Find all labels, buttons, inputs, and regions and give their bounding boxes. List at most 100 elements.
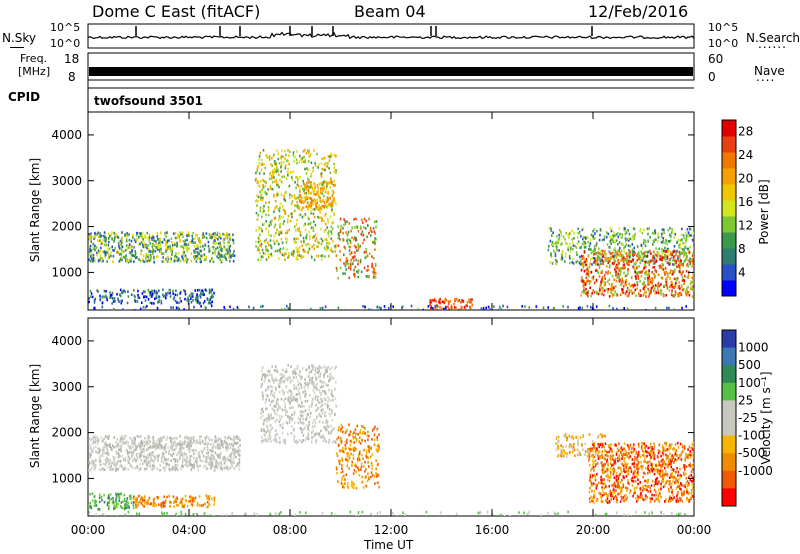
power-echo <box>275 205 277 209</box>
power-echo <box>303 250 305 253</box>
power-echo <box>227 251 229 255</box>
power-echo <box>670 269 672 272</box>
velocity-echo <box>152 466 155 470</box>
power-echo <box>255 229 257 232</box>
velocity-echo <box>107 459 110 462</box>
power-echo <box>153 239 156 243</box>
power-echo <box>147 298 150 301</box>
power-echo <box>614 250 616 254</box>
velocity-echo <box>301 430 303 434</box>
power-echo <box>610 229 613 233</box>
power-echo <box>671 228 673 231</box>
power-echo <box>278 257 280 260</box>
velocity-echo <box>134 436 136 440</box>
velocity-echo <box>141 503 144 507</box>
velocity-echo <box>238 461 241 464</box>
power-echo <box>107 237 110 240</box>
power-echo <box>278 224 281 227</box>
power-echo <box>618 249 620 252</box>
velocity-echo <box>140 454 143 457</box>
power-echo <box>622 267 625 270</box>
velocity-echo <box>228 442 230 446</box>
power-echo <box>649 280 652 284</box>
power-echo <box>617 235 620 239</box>
power-echo <box>337 306 340 310</box>
power-echo <box>323 156 326 160</box>
velocity-echo <box>341 426 344 429</box>
power-echo <box>307 160 310 163</box>
power-echo <box>312 166 314 170</box>
power-echo <box>127 290 129 293</box>
velocity-echo <box>357 433 359 436</box>
power-echo <box>624 228 627 232</box>
power-echo <box>162 293 164 296</box>
power-echo <box>306 201 309 205</box>
power-echo <box>649 260 652 263</box>
power-echo <box>210 296 213 299</box>
power-echo <box>280 231 282 235</box>
velocity-echo <box>94 459 96 463</box>
power-echo <box>667 272 669 276</box>
velocity-echo <box>317 375 320 379</box>
power-echo <box>155 296 158 300</box>
velocity-echo <box>125 506 127 509</box>
velocity-echo <box>227 436 230 440</box>
power-echo <box>279 222 282 226</box>
power-echo <box>88 237 91 241</box>
power-echo <box>636 280 639 284</box>
power-echo <box>290 202 293 206</box>
velocity-echo <box>128 506 130 509</box>
velocity-echo <box>164 458 167 461</box>
velocity-echo <box>122 506 124 510</box>
power-echo <box>595 252 598 255</box>
velocity-echo <box>134 501 137 505</box>
power-echo <box>581 263 584 266</box>
power-echo <box>587 291 589 295</box>
power-echo <box>554 252 557 255</box>
power-echo <box>471 298 473 301</box>
power-echo <box>151 289 153 293</box>
power-echo <box>280 230 282 233</box>
power-echo <box>310 210 312 213</box>
power-echo <box>273 234 275 238</box>
power-echo <box>263 172 265 175</box>
power-echo <box>302 150 305 153</box>
power-echo <box>97 231 99 235</box>
power-echo <box>615 292 618 296</box>
power-echo <box>168 239 170 242</box>
power-echo <box>304 213 307 216</box>
velocity-echo <box>145 459 148 463</box>
power-echo <box>588 282 591 285</box>
power-echo <box>130 251 132 255</box>
power-echo <box>209 259 211 263</box>
velocity-echo <box>296 364 299 368</box>
power-echo <box>189 241 191 244</box>
velocity-echo <box>191 503 193 506</box>
velocity-echo <box>108 459 111 462</box>
velocity-echo <box>278 379 281 382</box>
power-echo <box>139 307 142 310</box>
velocity-echo <box>262 397 264 401</box>
power-echo <box>263 240 266 244</box>
power-echo <box>613 234 615 238</box>
power-echo <box>308 249 310 253</box>
velocity-echo <box>320 429 322 433</box>
power-echo <box>332 201 334 205</box>
power-echo <box>449 300 451 303</box>
power-echo <box>487 305 490 309</box>
power-echo <box>157 238 159 241</box>
power-echo <box>276 191 279 195</box>
power-echo <box>177 306 179 310</box>
velocity-echo <box>148 496 151 500</box>
power-echo <box>625 280 627 284</box>
power-echo <box>659 291 661 295</box>
velocity-echo <box>284 405 286 409</box>
power-echo <box>212 241 215 245</box>
power-echo <box>642 293 645 297</box>
power-echo <box>610 291 612 294</box>
power-echo <box>302 206 304 210</box>
velocity-echo <box>153 504 156 508</box>
power-echo <box>287 171 290 175</box>
power-echo <box>366 235 368 239</box>
velocity-echo <box>182 465 184 468</box>
